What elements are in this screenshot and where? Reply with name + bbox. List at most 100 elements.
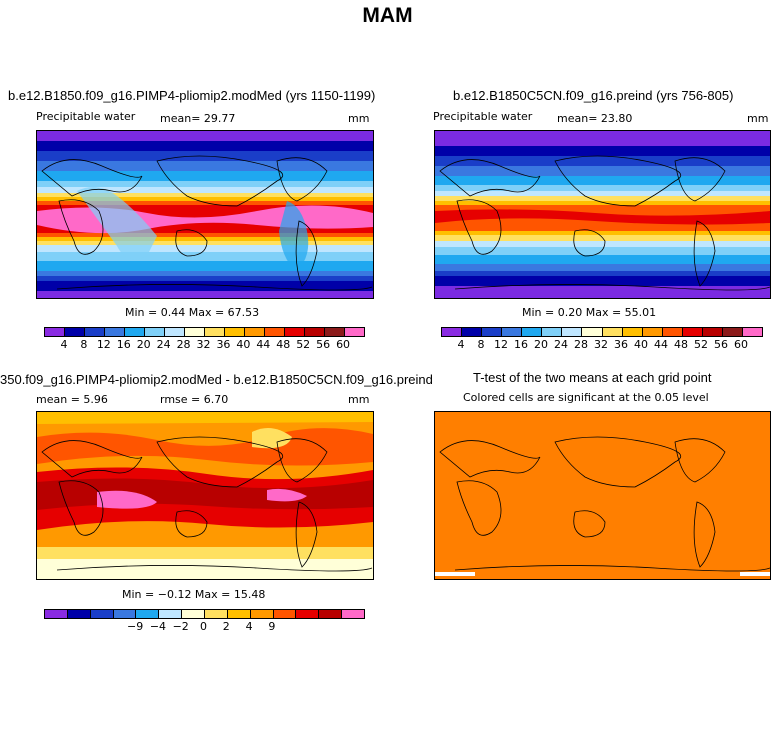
colorbar-tick-label: 48 (674, 338, 688, 351)
colorbar-swatch (125, 328, 145, 336)
colorbar-tick-label: 24 (156, 338, 171, 351)
units-label-top-right: mm (747, 112, 769, 125)
colorbar-tick-label: 4 (60, 338, 68, 351)
figure-title: MAM (362, 4, 413, 27)
colorbar-tick-label: 28 (574, 338, 588, 351)
colorbar-tick-label: 16 (514, 338, 528, 351)
colorbar-tick-label: −9 (127, 620, 144, 633)
colorbar-tick-label: 4 (457, 338, 465, 351)
minmax-bottom-left: Min = −0.12 Max = 15.48 (122, 588, 266, 601)
colorbar-swatch (342, 610, 365, 618)
colorbar-swatch (482, 328, 503, 336)
colorbar-swatch (522, 328, 543, 336)
colorbar-swatch (722, 328, 743, 336)
colorbar-swatch (159, 610, 183, 618)
colorbar-tick-label: 44 (654, 338, 668, 351)
colorbar-tick-label: 56 (316, 338, 331, 351)
colorbar-swatch (65, 328, 85, 336)
colorbar-swatch (319, 610, 343, 618)
colorbar-swatch (542, 328, 563, 336)
colorbar-bottom-left (44, 609, 365, 619)
colorbar-swatch (136, 610, 160, 618)
minmax-top-left: Min = 0.44 Max = 67.53 (125, 306, 260, 319)
colorbar-swatch (602, 328, 623, 336)
colorbar-tick-label: 0 (200, 620, 207, 633)
colorbar-swatch (205, 610, 228, 618)
colorbar-swatch (462, 328, 483, 336)
colorbar-swatch (182, 610, 206, 618)
colorbar-swatch (662, 328, 683, 336)
colorbar-swatch (682, 328, 703, 336)
colorbar-tick-label: 60 (734, 338, 748, 351)
colorbar-tick-label: 36 (216, 338, 231, 351)
colorbar-top-left (44, 327, 365, 337)
colorbar-swatch (185, 328, 205, 336)
panel-title-top-left: b.e12.B1850.f09_g16.PIMP4-pliomip2.modMe… (8, 88, 376, 103)
map-top-left (36, 130, 374, 299)
colorbar-swatch (225, 328, 245, 336)
colorbar-tick-label: −2 (172, 620, 189, 633)
units-label-bottom-left: mm (348, 393, 370, 406)
colorbar-swatch (325, 328, 345, 336)
colorbar-tick-label: 8 (477, 338, 485, 351)
colorbar-swatch (67, 610, 91, 618)
colorbar-swatch (105, 328, 125, 336)
colorbar-swatch (582, 328, 603, 336)
colorbar-swatch (165, 328, 185, 336)
colorbar-tick-label: 20 (534, 338, 548, 351)
colorbar-swatch (622, 328, 643, 336)
colorbar-swatch (90, 610, 114, 618)
variable-label-top-left: Precipitable water (36, 110, 136, 123)
colorbar-swatch (45, 328, 65, 336)
colorbar-swatch (702, 328, 723, 336)
map-bottom-right (434, 411, 771, 580)
colorbar-swatch (442, 328, 463, 336)
mean-label-bottom-left: mean = 5.96 (36, 393, 108, 406)
panel-title-bottom-left: 350.f09_g16.PIMP4-pliomip2.modMed - b.e1… (0, 372, 433, 387)
colorbar-swatch (285, 328, 305, 336)
colorbar-tick-label: 60 (336, 338, 351, 351)
colorbar-swatch (502, 328, 523, 336)
colorbar-tick-label: 16 (116, 338, 131, 351)
colorbar-swatch (296, 610, 320, 618)
colorbar-tick-label: 48 (276, 338, 291, 351)
colorbar-swatch (205, 328, 225, 336)
colorbar-tick-label: 52 (296, 338, 311, 351)
colorbar-tick-label: 44 (256, 338, 271, 351)
map-top-right (434, 130, 771, 299)
colorbar-tick-label: 9 (268, 620, 276, 633)
colorbar-tick-label: 36 (614, 338, 628, 351)
mean-label-top-left: mean= 29.77 (160, 112, 236, 125)
colorbar-swatch (227, 610, 251, 618)
colorbar-swatch (562, 328, 583, 336)
colorbar-swatch (742, 328, 762, 336)
colorbar-ticks-bottom-left: −9 −4 −2 0 2 4 9 (44, 620, 363, 634)
colorbar-swatch (45, 610, 68, 618)
colorbar-tick-label: −4 (149, 620, 167, 633)
colorbar-tick-label: 20 (136, 338, 151, 351)
colorbar-swatch (245, 328, 265, 336)
colorbar-tick-label: 4 (245, 620, 253, 633)
colorbar-swatch (265, 328, 285, 336)
rmse-label-bottom-left: rmse = 6.70 (160, 393, 229, 406)
colorbar-tick-label: 32 (196, 338, 211, 351)
panel-title-top-right: b.e12.B1850C5CN.f09_g16.preind (yrs 756-… (453, 88, 734, 103)
colorbar-tick-label: 52 (694, 338, 708, 351)
colorbar-tick-label: 8 (80, 338, 88, 351)
colorbar-tick-label: 56 (714, 338, 728, 351)
mean-label-top-right: mean= 23.80 (557, 112, 633, 125)
colorbar-swatch (642, 328, 663, 336)
map-bottom-left (36, 411, 374, 580)
minmax-top-right: Min = 0.20 Max = 55.01 (522, 306, 657, 319)
variable-label-top-right: Precipitable water (433, 110, 533, 123)
colorbar-top-right (441, 327, 763, 337)
colorbar-tick-label: 40 (236, 338, 251, 351)
colorbar-swatch (85, 328, 105, 336)
colorbar-tick-label: 12 (96, 338, 111, 351)
colorbar-swatch (273, 610, 297, 618)
colorbar-tick-label: 12 (494, 338, 508, 351)
colorbar-swatch (250, 610, 274, 618)
panel-title-bottom-right: T-test of the two means at each grid poi… (473, 370, 712, 385)
colorbar-ticks-top-left: 4 8 12 16 20 24 28 32 36 40 44 48 52 56 60 (44, 338, 363, 352)
colorbar-tick-label: 24 (554, 338, 568, 351)
